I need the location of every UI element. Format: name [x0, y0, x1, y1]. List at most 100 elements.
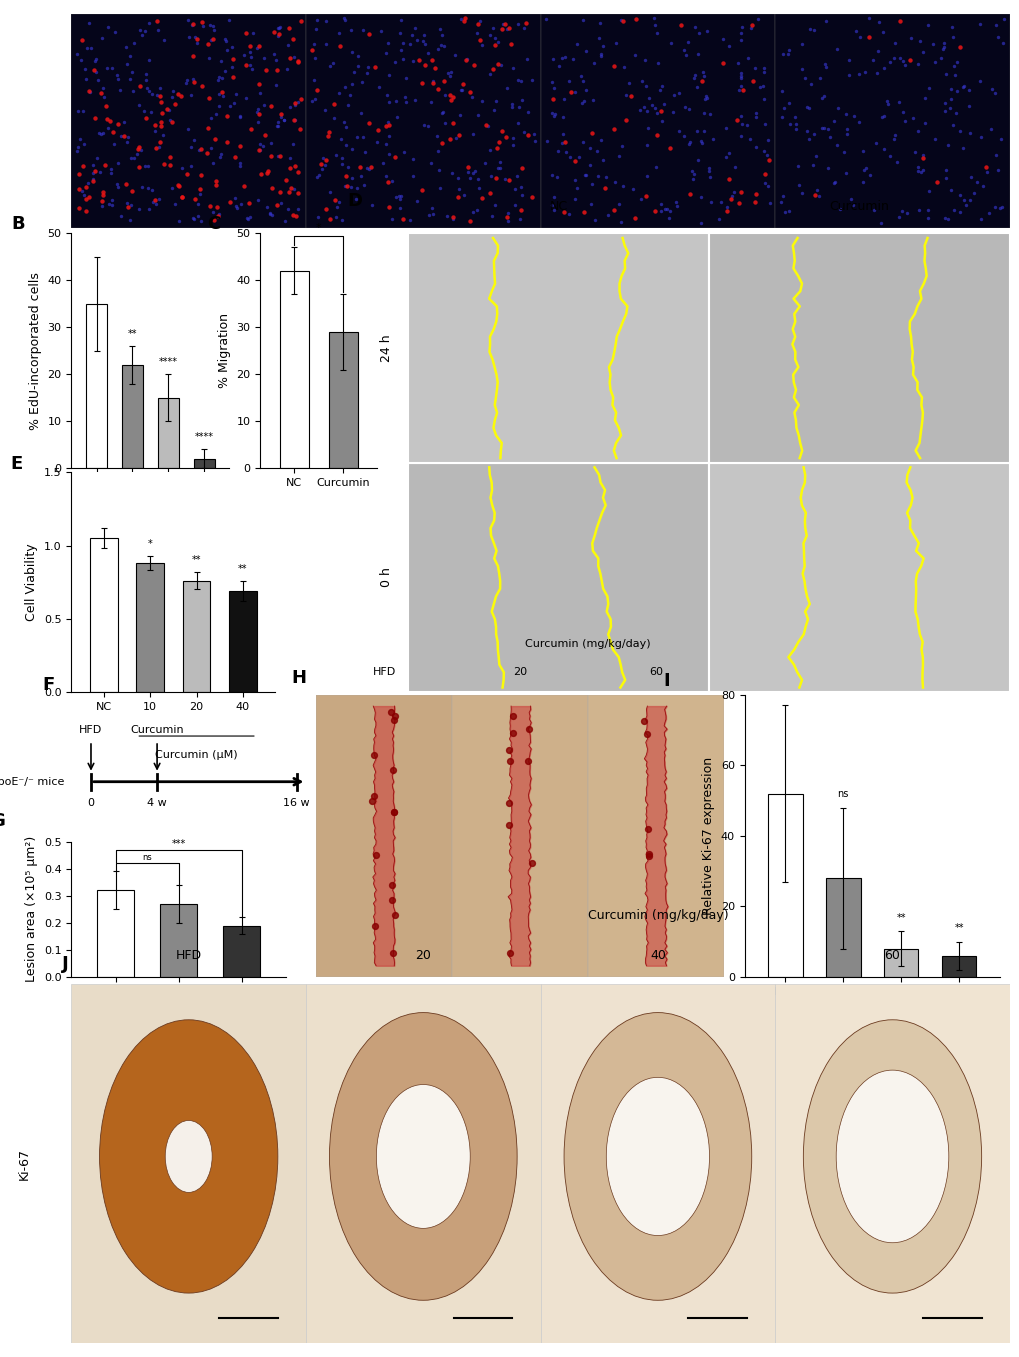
Bar [229, 590, 257, 692]
Point [179, 118, 196, 140]
Point [938, 134, 955, 156]
Point [472, 28, 488, 50]
Point [545, 104, 561, 126]
Point [455, 11, 472, 33]
Point [594, 149, 610, 171]
Point [545, 77, 561, 99]
Point [224, 49, 240, 71]
Point [217, 60, 233, 81]
Point [688, 121, 704, 142]
Point [321, 54, 337, 76]
Point [970, 69, 986, 91]
Point [379, 33, 395, 54]
Point [342, 19, 359, 41]
Point [121, 45, 138, 66]
Point [936, 92, 953, 114]
Point [819, 157, 836, 179]
Point [137, 155, 153, 176]
Point [934, 38, 951, 60]
Point [904, 107, 920, 129]
Point [570, 147, 586, 168]
Point [112, 205, 128, 227]
Point [478, 114, 494, 136]
Point [70, 197, 87, 218]
Point [231, 152, 248, 174]
Point [734, 79, 750, 100]
Point [278, 170, 294, 191]
Point [308, 167, 324, 189]
Point [576, 201, 592, 223]
Point [87, 107, 103, 129]
Point [685, 66, 701, 88]
Point [506, 194, 523, 216]
Point [672, 15, 688, 37]
Text: C: C [207, 214, 220, 232]
Point [790, 155, 806, 176]
Point [543, 102, 559, 123]
Point [696, 88, 712, 110]
Point [746, 191, 762, 213]
Point [216, 28, 232, 50]
Point [556, 46, 573, 68]
Point [894, 100, 910, 122]
Point [81, 80, 97, 102]
Point [954, 76, 970, 98]
Point [103, 159, 119, 180]
Point [510, 14, 526, 35]
Point [141, 49, 157, 71]
Point [462, 210, 478, 232]
Point [317, 33, 333, 54]
Bar [222, 925, 260, 977]
Point [343, 167, 360, 189]
Point [755, 88, 771, 110]
Point [614, 175, 631, 197]
Point [73, 180, 90, 202]
Point [272, 145, 288, 167]
Text: **: ** [238, 565, 248, 574]
Point [363, 194, 379, 216]
Point [353, 102, 369, 123]
Point [252, 138, 268, 160]
Point [492, 54, 508, 76]
Text: D: D [347, 193, 363, 210]
Point [946, 64, 962, 85]
Y-axis label: % Migration: % Migration [217, 313, 230, 388]
Point [165, 80, 181, 102]
Point [126, 147, 143, 168]
Point [415, 114, 431, 136]
Point [442, 61, 459, 83]
Point [287, 205, 304, 227]
Point [313, 153, 329, 175]
Point [484, 58, 500, 80]
Point [473, 34, 489, 56]
Point [270, 111, 286, 133]
Point [392, 185, 409, 206]
Point [586, 209, 602, 231]
Point [278, 58, 294, 80]
Point [886, 33, 902, 54]
Text: 20: 20 [415, 949, 431, 962]
Point [450, 123, 467, 145]
Point [914, 42, 930, 64]
Point [214, 81, 230, 103]
Bar [588, 695, 723, 977]
Point [686, 64, 702, 85]
Point [206, 209, 222, 231]
Text: Curcumin: Curcumin [130, 725, 183, 735]
Point [339, 156, 356, 178]
Point [504, 57, 521, 79]
Point [378, 42, 394, 64]
Point [957, 194, 973, 216]
Point [343, 73, 360, 95]
Point [639, 818, 655, 840]
Point [94, 195, 110, 217]
Point [585, 52, 601, 73]
Point [263, 145, 279, 167]
Point [146, 114, 162, 136]
Point [446, 45, 463, 66]
Point [380, 195, 396, 217]
Point [720, 168, 737, 190]
Point [870, 11, 887, 33]
Point [328, 195, 344, 217]
Point [204, 28, 220, 50]
